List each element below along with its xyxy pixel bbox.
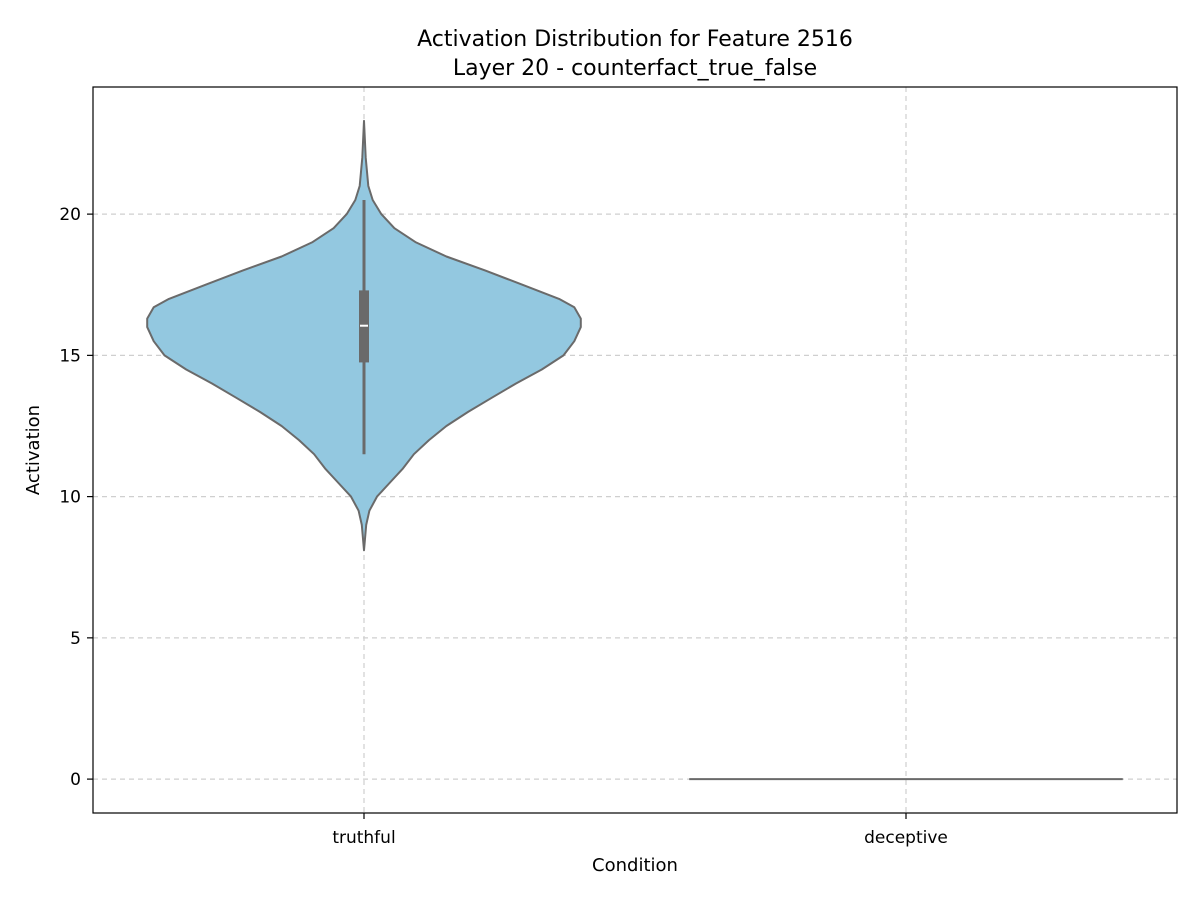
x-tick-label: deceptive [864, 828, 948, 848]
x-tick-label: truthful [332, 828, 395, 848]
y-tick-label: 5 [70, 629, 81, 649]
grid-lines [93, 87, 1177, 813]
plot-frame [92, 86, 1178, 814]
chart-title: Activation Distribution for Feature 2516 [417, 27, 853, 52]
chart-subtitle: Layer 20 - counterfact_true_false [453, 56, 817, 81]
violins [146, 119, 1123, 781]
y-tick-label: 20 [59, 205, 81, 225]
y-tick-label: 15 [59, 346, 81, 366]
y-tick-label: 0 [70, 770, 81, 790]
x-axis-ticks: truthful deceptive [332, 813, 948, 848]
x-axis-label: Condition [592, 855, 678, 876]
y-axis-label: Activation [23, 405, 44, 495]
y-axis-ticks: 0 5 10 15 20 [59, 205, 93, 790]
y-tick-label: 10 [59, 488, 81, 508]
